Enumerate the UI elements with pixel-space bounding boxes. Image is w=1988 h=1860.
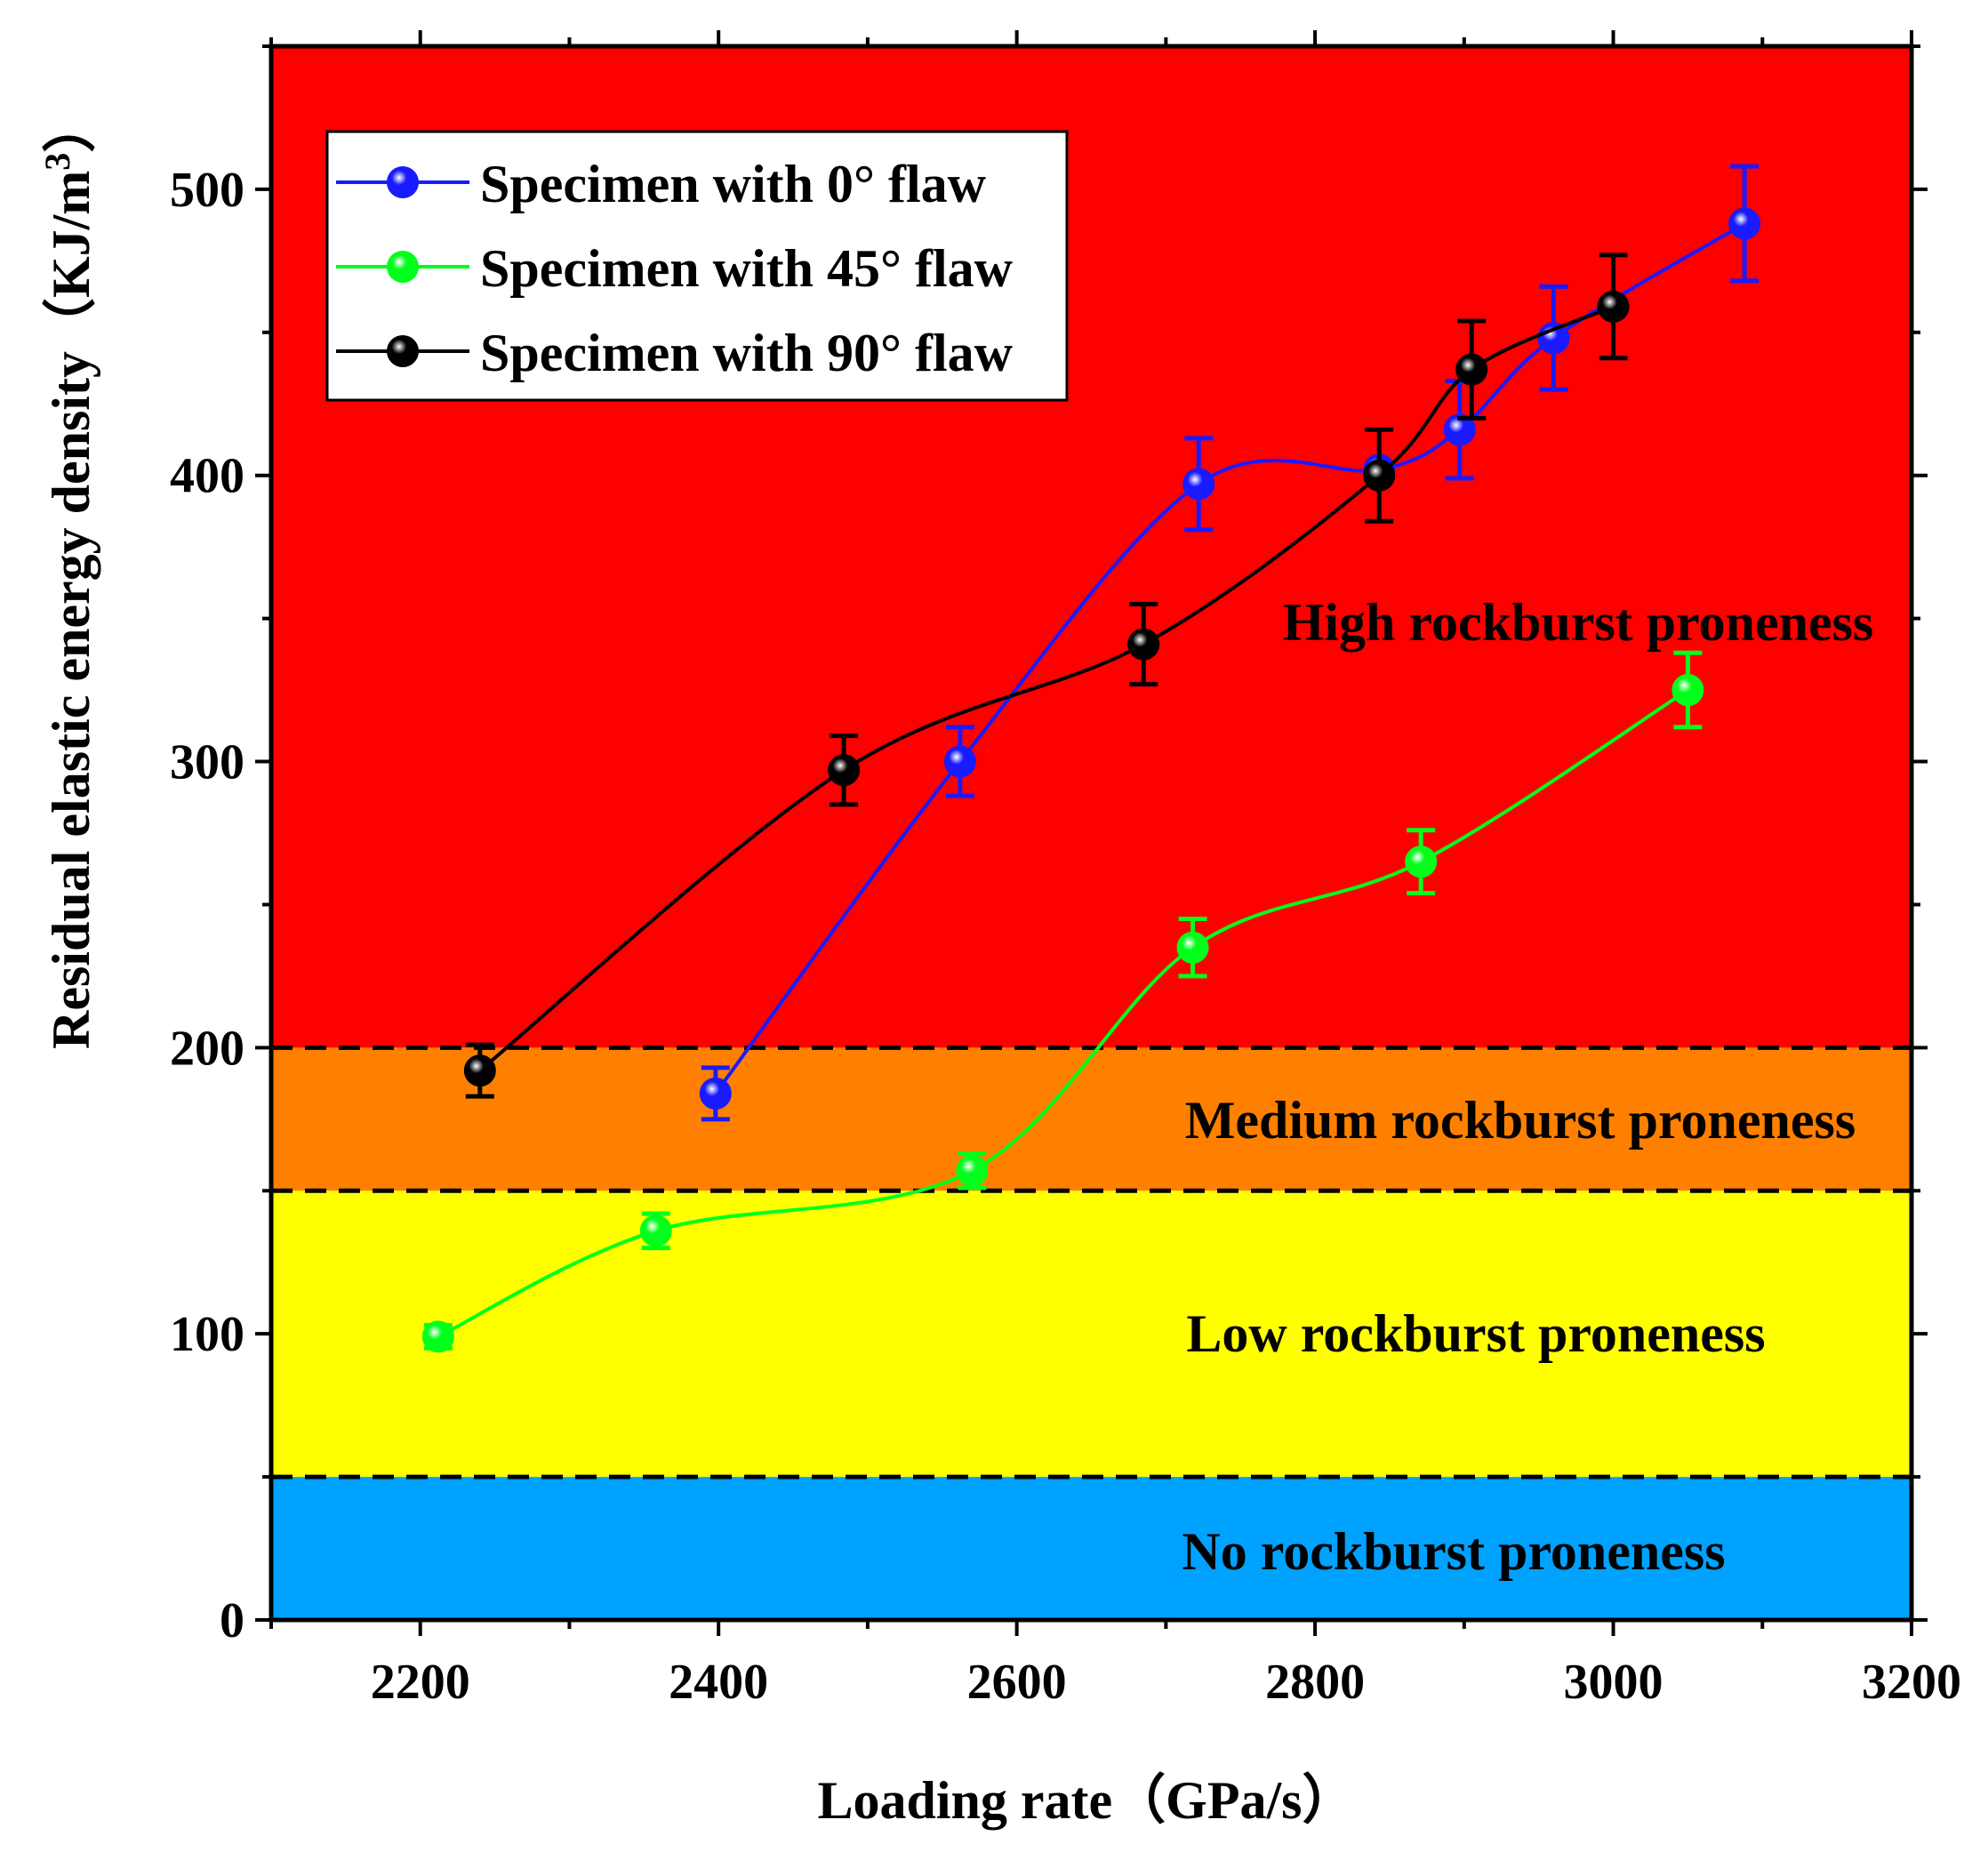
zone-no: [271, 1477, 1912, 1620]
y-axis-title-sup: 3: [37, 153, 77, 171]
data-point: [699, 1077, 732, 1110]
data-point: [1455, 353, 1488, 386]
data-point: [421, 1320, 454, 1353]
zone-low: [271, 1191, 1912, 1478]
x-tick-label: 2200: [371, 1655, 470, 1710]
legend-item-0-deg: Specimen with 0° flaw: [336, 155, 987, 213]
legend-label: Specimen with 0° flaw: [480, 155, 987, 213]
x-tick-label: 3200: [1862, 1655, 1961, 1710]
data-point: [463, 1054, 496, 1087]
zone-label-low: Low rockburst proneness: [1186, 1304, 1765, 1363]
data-point: [1671, 674, 1704, 707]
data-point: [1176, 931, 1209, 964]
legend-label: Specimen with 45° flaw: [480, 239, 1014, 298]
plot-frame: [269, 44, 1914, 1623]
x-tick-label: 2400: [669, 1655, 768, 1710]
data-point: [1182, 468, 1215, 501]
threshold-lines: [271, 1045, 1912, 1479]
series-layer: [421, 164, 1761, 1353]
axes: 2200 2400 2600 2800 3000 3200 0 100 200 300 400 500: [170, 30, 1961, 1710]
zone-label-high: High rockburst proneness: [1283, 593, 1874, 652]
legend-marker: [387, 335, 419, 367]
series-90-deg: [463, 253, 1630, 1099]
data-point: [1597, 290, 1630, 323]
legend-item-45-deg: Specimen with 45° flaw: [336, 239, 1014, 298]
y-axis-title-main: Residual elastic energy density（KJ/m: [41, 171, 100, 1049]
legend-marker: [387, 251, 419, 283]
y-tick-label: 500: [170, 163, 244, 218]
data-point: [943, 745, 976, 778]
zone-labels: No rockburst proneness Low rockburst pron…: [1182, 593, 1873, 1581]
y-axis-title-close: ）: [41, 100, 100, 153]
data-point: [1728, 207, 1761, 240]
data-point: [1405, 846, 1438, 878]
data-point: [1363, 459, 1396, 492]
data-point: [828, 754, 861, 787]
data-point: [1127, 628, 1160, 661]
y-tick-label: 100: [170, 1307, 244, 1362]
zone-label-no: No rockburst proneness: [1182, 1522, 1725, 1581]
series-45-deg: [421, 650, 1704, 1353]
legend-label: Specimen with 90° flaw: [480, 324, 1014, 382]
y-tick-label: 300: [170, 735, 244, 790]
data-point: [956, 1154, 989, 1187]
legend-marker: [387, 166, 419, 198]
x-tick-label: 2800: [1265, 1655, 1365, 1710]
data-point: [1443, 413, 1476, 446]
x-axis-title: Loading rate（GPa/s）: [817, 1770, 1355, 1830]
x-tick-label: 2600: [967, 1655, 1067, 1710]
x-tick-label: 3000: [1564, 1655, 1663, 1710]
y-axis-title: Residual elastic energy density（KJ/m3）: [37, 100, 100, 1049]
legend-item-90-deg: Specimen with 90° flaw: [336, 324, 1014, 382]
zone-label-medium: Medium rockburst proneness: [1185, 1091, 1856, 1150]
y-tick-label: 0: [220, 1593, 244, 1648]
legend: Specimen with 0° flaw Specimen with 45° f…: [325, 130, 1069, 402]
data-point: [639, 1215, 672, 1247]
y-tick-label: 400: [170, 449, 244, 504]
zone-medium: [271, 1047, 1912, 1191]
y-tick-label: 200: [170, 1021, 244, 1076]
